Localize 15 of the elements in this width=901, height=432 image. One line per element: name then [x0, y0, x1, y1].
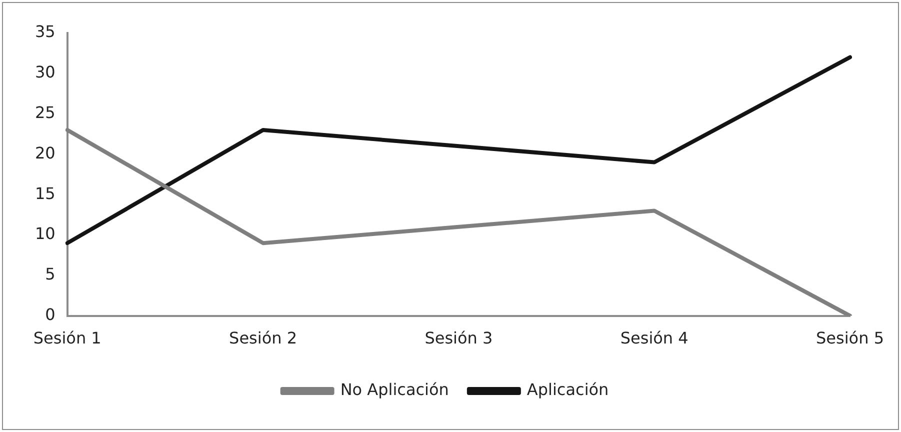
y-tick-label: 10	[35, 224, 56, 244]
x-tick-label: Sesión 5	[816, 328, 884, 348]
y-tick-label: 20	[35, 143, 56, 162]
x-tick-label: Sesión 2	[229, 328, 298, 348]
x-tick-label: Sesión 4	[620, 328, 688, 348]
x-tick-label: Sesión 3	[424, 328, 493, 348]
legend-label: Aplicación	[526, 380, 609, 400]
legend-label: No Aplicación	[340, 380, 449, 400]
y-tick-label: 0	[45, 304, 56, 324]
x-tick-label: Sesión 1	[33, 328, 102, 348]
y-tick-label: 35	[35, 22, 56, 42]
y-tick-label: 15	[35, 184, 56, 203]
y-tick-label: 25	[35, 102, 56, 122]
y-tick-label: 30	[35, 62, 56, 82]
y-tick-label: 5	[45, 264, 56, 284]
